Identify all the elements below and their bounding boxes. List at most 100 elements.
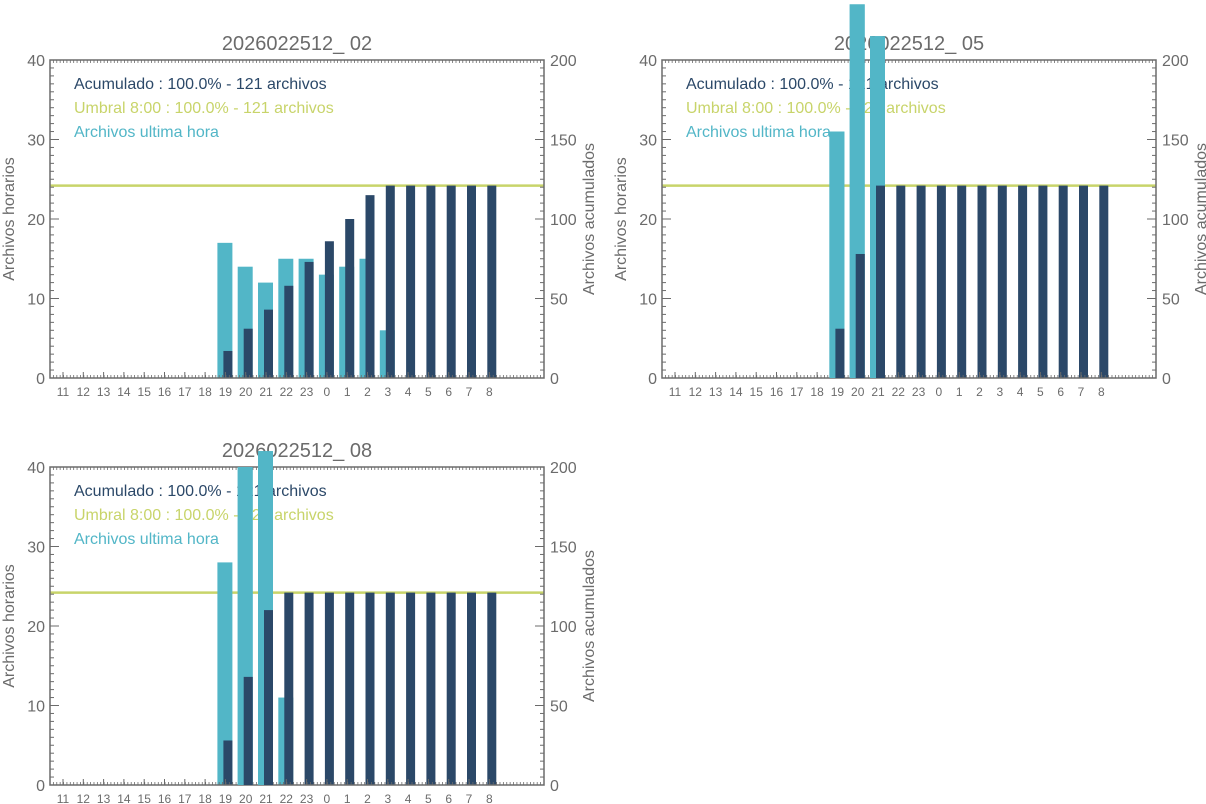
x-tick-label: 18 bbox=[198, 385, 212, 399]
x-tick-label: 11 bbox=[57, 792, 70, 804]
x-tick-label: 6 bbox=[1057, 385, 1064, 399]
accumulated-bar-3 bbox=[997, 185, 1007, 378]
x-tick-label: 16 bbox=[770, 385, 784, 399]
chart-panel-3: 11 12 13 14 15 16 17 18 19 20 21 22 23 0 1 2 3 4 5 6 7 801020… bbox=[1, 440, 598, 804]
y2-tick-label: 200 bbox=[1162, 53, 1189, 70]
x-tick-label: 21 bbox=[259, 792, 273, 804]
x-tick-label: 8 bbox=[1098, 385, 1105, 399]
y2-tick-label: 150 bbox=[1162, 133, 1189, 150]
y2-tick-label: 0 bbox=[550, 778, 559, 795]
accumulated-bar-21 bbox=[264, 309, 273, 378]
accumulated-bar-overlay-21 bbox=[264, 610, 273, 785]
accumulated-bar-23 bbox=[916, 185, 926, 378]
y2-tick-label: 50 bbox=[1162, 292, 1180, 309]
y2-tick-label: 0 bbox=[550, 371, 559, 388]
x-tick-label: 12 bbox=[77, 385, 91, 399]
x-tick-label: 16 bbox=[158, 792, 172, 804]
x-tick-label: 5 bbox=[425, 385, 432, 399]
x-tick-label: 0 bbox=[324, 792, 331, 804]
x-tick-label: 13 bbox=[709, 385, 723, 399]
accumulated-bar-3 bbox=[385, 592, 395, 785]
x-tick-label: 7 bbox=[466, 792, 473, 804]
x-tick-label: 12 bbox=[77, 792, 91, 804]
y2-tick-label: 50 bbox=[550, 699, 568, 716]
accumulated-bar-2 bbox=[977, 185, 987, 378]
legend-accumulated: Acumulado : 100.0% - 121 archivos bbox=[74, 76, 327, 93]
x-tick-label: 1 bbox=[344, 385, 351, 399]
x-tick-label: 2 bbox=[364, 385, 371, 399]
x-tick-label: 2 bbox=[364, 792, 371, 804]
x-tick-label: 18 bbox=[810, 385, 824, 399]
y-tick-label: 20 bbox=[27, 619, 45, 636]
x-tick-label: 19 bbox=[219, 385, 233, 399]
chart-panel-1: 11 12 13 14 15 16 17 18 19 20 21 22 23 0 1 2 3 4 5 6 7 801020… bbox=[1, 33, 598, 399]
accumulated-bar-8 bbox=[1099, 185, 1109, 378]
accumulated-bar-20 bbox=[243, 328, 253, 378]
accumulated-bar-19 bbox=[223, 350, 233, 378]
accumulated-bar-0 bbox=[936, 185, 946, 378]
y2-tick-label: 150 bbox=[550, 540, 577, 557]
y2-tick-label: 100 bbox=[550, 619, 577, 636]
x-tick-label: 23 bbox=[300, 792, 314, 804]
accumulated-bar-8 bbox=[487, 185, 497, 378]
accumulated-bar-8 bbox=[487, 592, 497, 785]
hourly-bar-19 bbox=[217, 242, 233, 378]
accumulated-bar-22 bbox=[284, 592, 294, 785]
chart-panel-2: 11 12 13 14 15 16 17 18 19 20 21 22 23 0 1 2 3 4 5 6 7 801020… bbox=[613, 4, 1206, 399]
y-tick-label: 20 bbox=[639, 212, 657, 229]
y-tick-label: 0 bbox=[648, 371, 657, 388]
y2-tick-label: 0 bbox=[1162, 371, 1171, 388]
x-tick-label: 8 bbox=[486, 385, 493, 399]
accumulated-bar-overlay-21 bbox=[876, 185, 885, 378]
accumulated-bar-19 bbox=[223, 740, 233, 785]
y2-axis-title: Archivos acumulados bbox=[1193, 143, 1206, 295]
y-tick-label: 20 bbox=[27, 212, 45, 229]
accumulated-bar-6 bbox=[446, 185, 456, 378]
legend-accumulated: Acumulado : 100.0% - 121 archivos bbox=[74, 483, 327, 500]
x-tick-label: 4 bbox=[1017, 385, 1024, 399]
x-tick-label: 20 bbox=[851, 385, 865, 399]
y-tick-label: 0 bbox=[36, 778, 45, 795]
accumulated-bar-1 bbox=[345, 219, 355, 378]
x-tick-label: 0 bbox=[936, 385, 943, 399]
accumulated-bar-5 bbox=[1038, 185, 1048, 378]
accumulated-bar-4 bbox=[1018, 185, 1028, 378]
x-tick-label: 23 bbox=[912, 385, 926, 399]
x-tick-label: 1 bbox=[956, 385, 963, 399]
accumulated-bar-5 bbox=[426, 185, 436, 378]
y2-axis-title: Archivos acumulados bbox=[581, 550, 598, 702]
hourly-bar-overlay-19 bbox=[829, 131, 845, 378]
y-tick-label: 40 bbox=[27, 460, 45, 477]
legend-threshold: Umbral 8:00 : 100.0% - 121 archivos bbox=[686, 100, 946, 117]
x-tick-label: 6 bbox=[445, 792, 452, 804]
accumulated-bar-0 bbox=[324, 592, 334, 785]
accumulated-bar-6 bbox=[446, 592, 456, 785]
y2-axis-title: Archivos acumulados bbox=[581, 143, 598, 295]
x-tick-label: 17 bbox=[178, 792, 192, 804]
accumulated-bar-22 bbox=[284, 285, 294, 378]
accumulated-bar-7 bbox=[467, 592, 476, 785]
y-tick-label: 10 bbox=[639, 292, 657, 309]
accumulated-bar-23 bbox=[304, 592, 314, 785]
x-tick-label: 3 bbox=[384, 792, 391, 804]
x-tick-label: 11 bbox=[57, 385, 70, 399]
legend-hourly: Archivos ultima hora bbox=[686, 124, 831, 141]
hourly-bar-19 bbox=[217, 562, 233, 785]
x-tick-label: 19 bbox=[831, 385, 845, 399]
accumulated-bar-7 bbox=[1079, 185, 1088, 378]
x-tick-label: 21 bbox=[259, 385, 273, 399]
accumulated-bar-1 bbox=[345, 592, 355, 785]
accumulated-bar-1 bbox=[957, 185, 967, 378]
x-tick-label: 7 bbox=[466, 385, 473, 399]
x-tick-label: 22 bbox=[280, 792, 294, 804]
x-tick-label: 7 bbox=[1078, 385, 1085, 399]
x-tick-label: 4 bbox=[405, 385, 412, 399]
x-tick-label: 22 bbox=[892, 385, 906, 399]
y-tick-label: 10 bbox=[27, 292, 45, 309]
y-axis-title: Archivos horarios bbox=[613, 157, 630, 281]
legend-hourly: Archivos ultima hora bbox=[74, 531, 219, 548]
x-tick-label: 21 bbox=[871, 385, 885, 399]
x-tick-label: 12 bbox=[689, 385, 703, 399]
y-axis-title: Archivos horarios bbox=[1, 564, 18, 688]
